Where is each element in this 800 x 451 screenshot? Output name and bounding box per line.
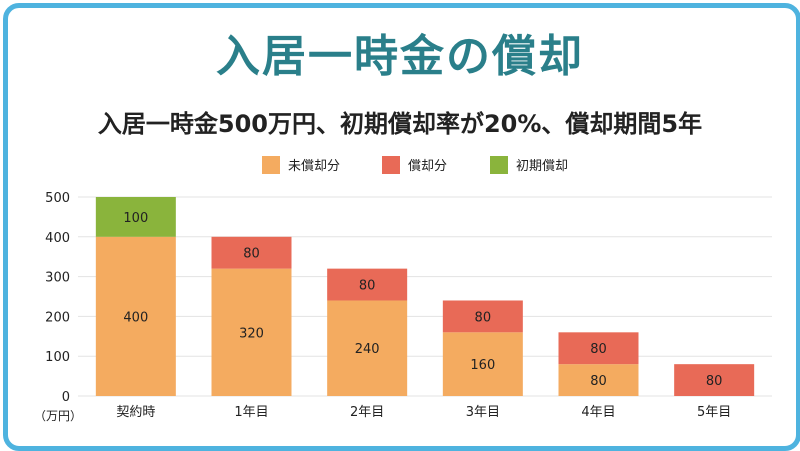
- bar-segment: [95, 236, 176, 396]
- bar-value-label: 240: [355, 342, 380, 357]
- x-axis-ticks: 契約時 1年目 2年目 3年目 4年目 5年目: [116, 405, 731, 420]
- bar-segment: [674, 364, 755, 396]
- bar-value-label: 320: [239, 326, 264, 341]
- bar-value-label: 80: [590, 374, 607, 389]
- legend-label: 償却分: [408, 159, 447, 174]
- bar-value-label: 160: [470, 358, 495, 373]
- bar-segment: [327, 300, 408, 396]
- legend-swatch: [490, 156, 508, 174]
- bar-segment: [558, 332, 639, 365]
- bar-segment: [558, 364, 639, 396]
- bar-value-label: 80: [590, 342, 607, 357]
- x-tick-label: 契約時: [116, 405, 155, 420]
- x-tick-label: 1年目: [234, 405, 268, 420]
- grid-lines: [78, 196, 772, 397]
- page-title: 入居一時金の償却: [216, 31, 584, 82]
- y-tick-label: 300: [45, 271, 70, 286]
- legend: 未償却分 償却分 初期償却: [262, 156, 568, 174]
- legend-label: 未償却分: [288, 159, 340, 174]
- y-tick-label: 200: [45, 310, 70, 325]
- bar-value-label: 80: [243, 247, 260, 262]
- x-tick-label: 2年目: [350, 405, 384, 420]
- bar-segment: [442, 300, 523, 333]
- y-tick-label: 400: [45, 231, 70, 246]
- bar-segment: [211, 236, 292, 269]
- y-tick-label: 100: [45, 350, 70, 365]
- x-tick-label: 3年目: [466, 405, 500, 420]
- bar-segment: [327, 268, 408, 301]
- bar-segment: [442, 332, 523, 396]
- bar-value-label: 80: [359, 279, 376, 294]
- legend-swatch: [382, 156, 400, 174]
- y-axis-unit-label: （万円）: [34, 409, 82, 423]
- legend-swatch: [262, 156, 280, 174]
- x-tick-label: 5年目: [697, 405, 731, 420]
- x-tick-label: 4年目: [581, 405, 615, 420]
- y-axis-ticks: 0 100 200 300 400 500: [45, 191, 70, 405]
- y-tick-label: 0: [62, 390, 70, 405]
- bar-segment: [95, 197, 176, 237]
- bar-value-label: 400: [123, 310, 148, 325]
- legend-label: 初期償却: [516, 159, 568, 174]
- bar-value-label: 100: [123, 211, 148, 226]
- bar-segment: [211, 268, 292, 396]
- bars: 400 100 320 80 240 80 160 80 80 80 80: [95, 197, 755, 396]
- bar-value-label: 80: [475, 310, 492, 325]
- y-tick-label: 500: [45, 191, 70, 206]
- bar-value-label: 80: [706, 374, 723, 389]
- chart-subtitle: 入居一時金500万円、初期償却率が20%、償却期間5年: [97, 110, 703, 138]
